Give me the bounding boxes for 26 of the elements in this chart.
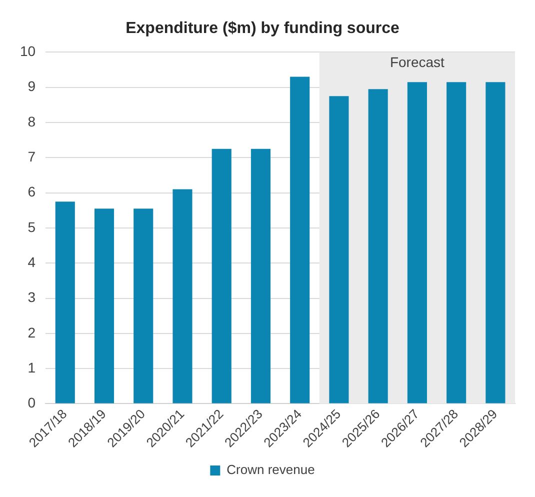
bar — [290, 76, 310, 404]
y-tick-label: 6 — [28, 184, 36, 200]
bar — [172, 189, 192, 404]
legend-label: Crown revenue — [226, 462, 315, 478]
bar — [486, 82, 506, 404]
bar — [407, 82, 427, 404]
band-label: Forecast — [390, 54, 445, 70]
y-tick-label: 7 — [28, 148, 36, 165]
y-tick-label: 1 — [28, 359, 36, 376]
y-tick-label: 10 — [20, 43, 36, 60]
bar — [329, 96, 349, 404]
y-tick-label: 3 — [28, 289, 36, 306]
y-tick-label: 8 — [28, 113, 36, 130]
bar — [134, 208, 154, 404]
bar — [250, 148, 271, 404]
bar — [212, 148, 232, 404]
bar — [446, 82, 466, 404]
chart-title: Expenditure ($m) by funding source — [126, 20, 400, 38]
y-tick-label: 5 — [28, 218, 36, 235]
bar — [94, 208, 114, 404]
y-tick-label: 2 — [28, 324, 36, 340]
y-tick-label: 4 — [28, 254, 36, 270]
bar — [368, 89, 388, 404]
bar — [55, 202, 75, 404]
y-tick-label: 0 — [28, 394, 36, 411]
y-tick-label: 9 — [28, 78, 36, 94]
